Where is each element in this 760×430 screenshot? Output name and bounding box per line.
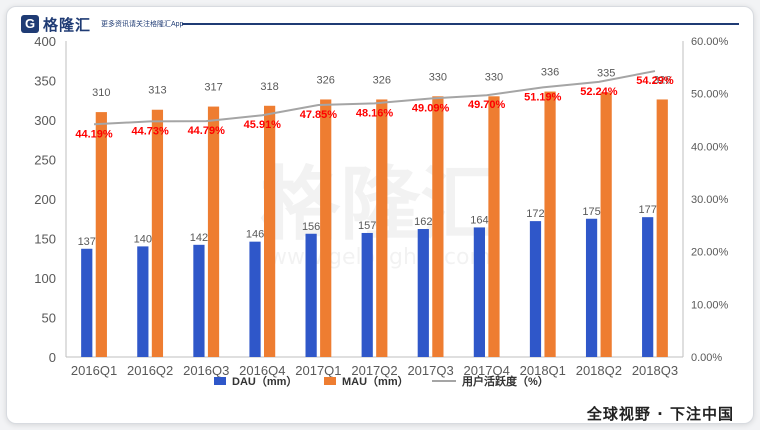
mau-data-label: 310 [92, 87, 110, 99]
mau-bar [432, 96, 444, 358]
mau-bar [656, 99, 668, 358]
x-tick-label: 2017Q2 [351, 363, 397, 378]
mau-bar [600, 92, 612, 357]
activity-data-label: 44.19% [75, 128, 113, 140]
dau-bar [81, 248, 93, 357]
dau-data-label: 164 [470, 214, 488, 226]
mau-data-label: 335 [597, 67, 615, 79]
dau-bar [473, 227, 485, 357]
mau-bar [544, 91, 556, 357]
x-tick-label: 2016Q1 [71, 363, 117, 378]
y-right-tick-label: 60.00% [691, 36, 729, 48]
activity-data-label: 45.91% [244, 119, 282, 131]
brand-header: G 格隆汇 更多资讯请关注格隆汇App [21, 13, 183, 35]
mau-data-label: 336 [541, 67, 559, 79]
y-right-tick-label: 10.00% [691, 299, 729, 311]
dau-bar [193, 244, 205, 357]
activity-data-label: 54.29% [636, 75, 674, 87]
dau-data-label: 142 [190, 232, 208, 244]
dau-data-label: 156 [302, 221, 320, 233]
x-tick-label: 2018Q2 [576, 363, 622, 378]
dau-bar [585, 218, 598, 357]
header-rule [182, 23, 739, 25]
mau-bar [488, 96, 500, 358]
x-tick-label: 2018Q1 [520, 363, 566, 378]
y-left-tick-label: 50 [42, 311, 56, 326]
x-tick-label: 2016Q3 [183, 363, 229, 378]
x-tick-label: 2017Q3 [407, 363, 453, 378]
dau-bar [642, 217, 654, 357]
dau-data-label: 157 [358, 220, 376, 232]
activity-data-label: 47.85% [300, 109, 338, 121]
activity-data-label: 48.16% [356, 107, 394, 119]
mau-data-label: 326 [317, 74, 335, 86]
x-tick-label: 2018Q3 [632, 363, 678, 378]
x-tick-label: 2016Q4 [239, 363, 285, 378]
mau-data-label: 317 [204, 82, 222, 94]
mau-bar [376, 99, 388, 358]
y-left-tick-label: 300 [34, 113, 56, 128]
y-right-tick-label: 40.00% [691, 141, 729, 153]
activity-data-label: 52.24% [580, 86, 618, 98]
legend-dau-swatch [214, 377, 226, 385]
y-left-tick-label: 200 [34, 192, 56, 207]
x-tick-label: 2016Q2 [127, 363, 173, 378]
brand-name: 格隆汇 [43, 16, 92, 34]
mau-data-label: 313 [148, 85, 166, 97]
dau-bar [361, 232, 373, 357]
y-left-tick-label: 0 [49, 350, 56, 365]
mau-data-label: 330 [485, 71, 503, 83]
legend-activity-label: 用户活跃度（%） [462, 374, 549, 388]
mau-bar [95, 112, 107, 357]
y-left-tick-label: 150 [34, 232, 56, 247]
legend-mau-swatch [324, 377, 336, 385]
dau-data-label: 175 [582, 206, 600, 218]
mau-bar [320, 99, 332, 358]
activity-data-label: 44.79% [188, 125, 226, 137]
mau-bar [264, 105, 276, 357]
y-left-tick-label: 400 [34, 34, 56, 49]
mau-data-label: 318 [260, 81, 278, 93]
dau-bar [529, 221, 542, 357]
y-left-tick-label: 250 [34, 153, 56, 168]
activity-data-label: 49.70% [468, 99, 506, 111]
y-right-tick-label: 0.00% [691, 352, 722, 364]
dau-data-label: 172 [526, 208, 544, 220]
dau-data-label: 140 [134, 233, 152, 245]
activity-data-label: 44.73% [131, 125, 169, 137]
activity-data-label: 51.19% [524, 91, 562, 103]
y-right-tick-label: 20.00% [691, 247, 729, 259]
activity-line [93, 70, 656, 126]
dau-data-label: 137 [78, 236, 96, 248]
x-tick-label: 2017Q4 [464, 363, 510, 378]
dau-data-label: 162 [414, 216, 432, 228]
footer-tagline: 全球视野 · 下注中国 [586, 405, 734, 423]
activity-data-label: 49.09% [412, 102, 450, 114]
dau-bar [137, 246, 149, 357]
legend-dau-label: DAU（mm） [232, 375, 297, 388]
brand-tagline: 更多资讯请关注格隆汇App [101, 21, 184, 28]
brand-logo-icon: G [21, 15, 39, 33]
dau-bar [417, 229, 429, 357]
y-right-tick-label: 50.00% [691, 89, 729, 101]
mau-data-label: 330 [429, 71, 447, 83]
mau-data-label: 326 [373, 74, 391, 86]
dau-bar [305, 233, 317, 357]
dau-bar [249, 241, 261, 357]
dau-data-label: 177 [638, 204, 656, 216]
y-right-tick-label: 30.00% [691, 194, 729, 206]
y-left-tick-label: 350 [34, 74, 56, 89]
x-tick-label: 2017Q1 [295, 363, 341, 378]
dau-data-label: 146 [246, 229, 264, 241]
y-left-tick-label: 100 [34, 271, 56, 286]
legend-mau-label: MAU（mm） [342, 375, 409, 388]
mau-bar [207, 106, 220, 357]
mau-bar [151, 109, 164, 357]
mau-data-label: 326 [653, 74, 671, 86]
